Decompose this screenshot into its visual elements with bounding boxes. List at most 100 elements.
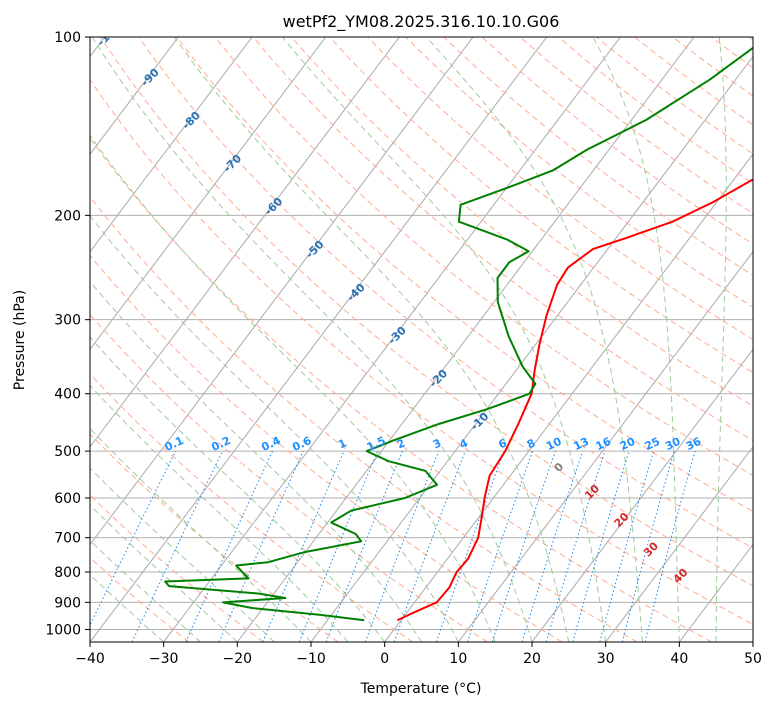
moist-adiabat-label: 20 <box>612 510 632 530</box>
moist-adiabat-label: 40 <box>671 566 691 586</box>
mixing-ratio-line <box>325 450 403 642</box>
y-tick-label: 700 <box>54 531 81 547</box>
mixing-ratio-label: 1 <box>336 436 348 451</box>
dry-adiabat-line <box>252 37 753 441</box>
y-tick-label: 200 <box>54 208 81 224</box>
y-tick-label: 1000 <box>45 622 81 638</box>
mixing-ratio-label: 36 <box>684 435 704 453</box>
moist-adiabat-line <box>90 384 349 642</box>
x-tick-label: 10 <box>449 651 467 667</box>
isotherm-line <box>384 153 753 642</box>
x-tick-label: 30 <box>597 651 615 667</box>
y-tick-label: 900 <box>54 595 81 611</box>
mixing-ratio-line <box>545 450 606 642</box>
mixing-ratio-label: 2 <box>395 436 407 451</box>
mixing-ratio-line <box>262 450 345 642</box>
y-tick-label: 800 <box>54 565 81 581</box>
profile-lines <box>164 46 753 622</box>
mixing-ratio-label: 10 <box>544 435 564 453</box>
moist-adiabat-line <box>425 37 643 642</box>
dry-adiabat-line <box>138 37 753 549</box>
y-tick-label: 100 <box>54 30 81 46</box>
x-tick-label: 0 <box>380 651 389 667</box>
isotherm-line <box>752 641 753 642</box>
chart-title: wetPf2_YM08.2025.316.10.10.G06 <box>283 12 560 32</box>
x-axis-label: Temperature (°C) <box>360 681 482 697</box>
isotherm-line <box>236 37 695 642</box>
dry-adiabat-line <box>176 37 753 512</box>
isotherm-line <box>678 543 753 642</box>
x-tick-label: −20 <box>223 651 253 667</box>
moist-adiabat-line <box>90 336 386 642</box>
mixing-ratio-label: 30 <box>663 435 683 453</box>
mixing-ratio-line <box>364 450 440 642</box>
mixing-ratio-label: 4 <box>458 436 471 451</box>
moist-adiabat-line <box>592 37 680 642</box>
plot-frame <box>89 36 754 643</box>
x-tick-label: 50 <box>744 651 762 667</box>
y-axis-label: Pressure (hPa) <box>12 290 28 390</box>
moist-adiabat-line <box>90 539 201 642</box>
x-tick-label: 20 <box>523 651 541 667</box>
dry-adiabat-line <box>367 37 753 340</box>
moist-adiabat-line <box>715 37 727 642</box>
mixing-ratio-label: 16 <box>594 435 614 453</box>
mixing-ratio-line <box>572 450 630 642</box>
moist-adiabat-label: 0 <box>552 460 567 475</box>
dry-adiabat-line <box>90 494 264 642</box>
background-lines <box>90 37 753 642</box>
dry-adiabat-line <box>90 254 563 642</box>
dry-adiabat-line <box>90 373 414 642</box>
isotherm-line <box>605 446 753 642</box>
y-tick-label: 500 <box>54 444 81 460</box>
mixing-ratio-label: 25 <box>643 435 662 453</box>
moist-adiabat-line <box>90 427 312 642</box>
y-tick-label: 400 <box>54 387 81 403</box>
mixing-ratio-line <box>621 450 675 642</box>
isotherm-line <box>90 37 474 546</box>
dewpoint-line <box>164 46 753 622</box>
mixing-ratio-line <box>644 450 696 642</box>
moist-adiabat-line <box>90 467 275 642</box>
mixing-ratio-line <box>467 450 534 642</box>
y-tick-label: 300 <box>54 313 81 329</box>
isotherm-line <box>163 37 621 642</box>
dry-adiabat-line <box>214 37 753 477</box>
mixing-ratio-line <box>393 450 466 642</box>
isotherm-line <box>457 250 753 642</box>
dry-adiabat-line <box>290 37 753 407</box>
moist-adiabat-line <box>90 280 422 642</box>
isotherm-line <box>90 37 179 155</box>
mixing-ratio-label: 8 <box>525 436 537 451</box>
x-tick-label: −10 <box>296 651 326 667</box>
mixing-ratio-line <box>298 450 379 642</box>
temperature-line <box>396 178 753 622</box>
dry-adiabat-line <box>90 137 712 642</box>
moist-adiabat-line <box>90 134 496 642</box>
moist-adiabat-label: 10 <box>582 482 602 502</box>
dry-adiabat-line <box>672 37 753 97</box>
x-tick-label: −40 <box>75 651 105 667</box>
dry-adiabat-label: -100 <box>95 20 124 49</box>
x-tick-label: −30 <box>149 651 179 667</box>
dry-adiabat-line <box>710 37 753 69</box>
dry-adiabat-line <box>90 556 190 642</box>
moist-adiabat-line <box>281 37 607 642</box>
moist-adiabat-line <box>90 574 165 642</box>
dry-adiabat-line <box>90 196 638 642</box>
isotherm-line <box>90 37 400 448</box>
dry-adiabat-line <box>90 313 488 642</box>
line-labels: 0.1 0.2 0.4 0.6 1 1.5 2 3 4 6 8 10 13 16 20 25 30 36-100-… <box>95 20 704 586</box>
dry-adiabat-line <box>90 433 339 642</box>
x-tick-label: 40 <box>670 651 688 667</box>
y-tick-label: 600 <box>54 491 81 507</box>
isotherm-line <box>90 37 548 642</box>
moist-adiabat-line <box>90 504 238 642</box>
moist-adiabat-line <box>91 37 533 642</box>
moist-adiabat-line <box>173 37 570 642</box>
mixing-ratio-line <box>491 450 556 642</box>
isotherm-line <box>90 37 327 351</box>
isotherm-line <box>90 37 253 253</box>
mixing-ratio-label: 3 <box>431 436 443 451</box>
